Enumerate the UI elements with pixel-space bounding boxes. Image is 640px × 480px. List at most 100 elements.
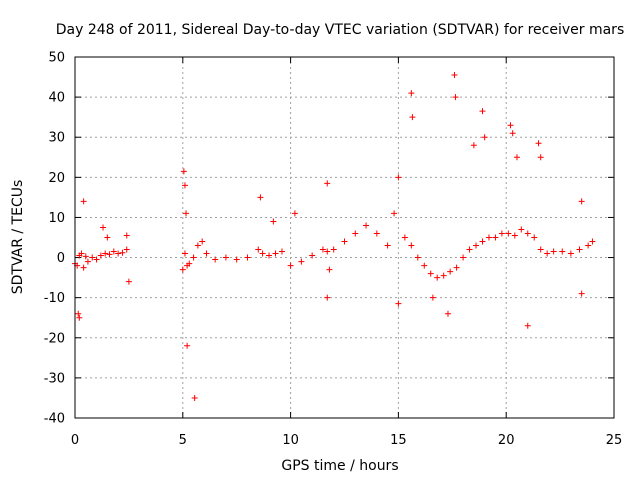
data-point bbox=[278, 248, 285, 255]
data-points bbox=[72, 72, 596, 401]
data-point bbox=[444, 310, 451, 317]
data-point bbox=[408, 242, 415, 249]
data-point bbox=[567, 250, 574, 257]
data-point bbox=[330, 246, 337, 253]
y-tick-label: 30 bbox=[48, 131, 65, 146]
data-point bbox=[434, 274, 441, 281]
data-point bbox=[75, 310, 82, 317]
data-point bbox=[319, 246, 326, 253]
y-tick-label: 0 bbox=[57, 251, 65, 266]
data-point bbox=[578, 198, 585, 205]
data-point bbox=[89, 254, 96, 261]
x-tick-label: 25 bbox=[606, 433, 623, 448]
data-point bbox=[550, 248, 557, 255]
data-point bbox=[507, 122, 514, 129]
data-point bbox=[104, 234, 111, 241]
data-point bbox=[326, 266, 333, 273]
data-point bbox=[524, 322, 531, 329]
x-tick-label: 5 bbox=[179, 433, 187, 448]
y-tick-label: -20 bbox=[44, 331, 65, 346]
data-point bbox=[559, 248, 566, 255]
data-point bbox=[80, 198, 87, 205]
data-point bbox=[460, 254, 467, 261]
data-point bbox=[183, 210, 190, 217]
data-point bbox=[513, 154, 520, 161]
data-point bbox=[395, 174, 402, 181]
data-point bbox=[324, 294, 331, 301]
data-point bbox=[363, 222, 370, 229]
data-point bbox=[509, 130, 516, 137]
x-axis-label: GPS time / hours bbox=[281, 458, 398, 474]
data-point bbox=[194, 242, 201, 249]
data-point bbox=[452, 94, 459, 101]
data-point bbox=[481, 134, 488, 141]
data-point bbox=[453, 264, 460, 271]
data-point bbox=[447, 268, 454, 275]
data-point bbox=[80, 264, 87, 271]
data-point bbox=[352, 230, 359, 237]
data-point bbox=[524, 230, 531, 237]
data-point bbox=[115, 250, 122, 257]
data-point bbox=[244, 254, 251, 261]
data-point bbox=[531, 234, 538, 241]
data-point bbox=[298, 258, 305, 265]
data-point bbox=[102, 250, 109, 257]
data-point bbox=[186, 260, 193, 267]
data-point bbox=[270, 218, 277, 225]
data-point bbox=[395, 300, 402, 307]
data-point bbox=[259, 250, 266, 257]
data-point bbox=[485, 234, 492, 241]
data-point bbox=[181, 250, 188, 257]
data-point bbox=[191, 394, 198, 401]
y-tick-label: 50 bbox=[48, 51, 65, 66]
data-point bbox=[100, 224, 107, 231]
data-point bbox=[287, 262, 294, 269]
y-tick-label: -40 bbox=[44, 412, 65, 427]
data-point bbox=[409, 114, 416, 121]
data-point bbox=[324, 248, 331, 255]
data-point bbox=[106, 251, 113, 258]
data-point bbox=[589, 238, 596, 245]
data-point bbox=[180, 168, 187, 175]
y-tick-label: 20 bbox=[48, 171, 65, 186]
data-point bbox=[479, 108, 486, 115]
data-point bbox=[93, 256, 100, 263]
data-point bbox=[401, 234, 408, 241]
tick-layer: 0 5 10 15 20 25 -40 -30 -20 -10 0 10 20 30 40 50 bbox=[44, 51, 623, 449]
data-point bbox=[76, 314, 83, 321]
plot-frame bbox=[74, 56, 615, 419]
data-point bbox=[212, 256, 219, 263]
data-point bbox=[123, 246, 130, 253]
data-point bbox=[179, 266, 186, 273]
data-point bbox=[535, 140, 542, 147]
data-point bbox=[84, 258, 91, 265]
data-point bbox=[408, 90, 415, 97]
data-point bbox=[544, 250, 551, 257]
grid-layer bbox=[75, 57, 614, 418]
data-point bbox=[470, 142, 477, 149]
data-point bbox=[451, 72, 458, 79]
data-point bbox=[233, 256, 240, 263]
y-tick-label: -30 bbox=[44, 371, 65, 386]
data-point bbox=[466, 246, 473, 253]
data-point bbox=[125, 278, 132, 285]
data-point bbox=[391, 210, 398, 217]
data-point bbox=[537, 246, 544, 253]
data-point bbox=[110, 248, 117, 255]
data-point bbox=[324, 180, 331, 187]
data-point bbox=[414, 254, 421, 261]
x-tick-label: 0 bbox=[71, 433, 79, 448]
data-point bbox=[440, 272, 447, 279]
y-tick-label: 40 bbox=[48, 91, 65, 106]
data-point bbox=[203, 250, 210, 257]
data-point bbox=[119, 249, 126, 256]
data-point bbox=[199, 238, 206, 245]
data-point bbox=[518, 226, 525, 233]
x-tick-label: 10 bbox=[282, 433, 299, 448]
data-point bbox=[341, 238, 348, 245]
data-point bbox=[479, 238, 486, 245]
data-point bbox=[266, 252, 273, 259]
data-point bbox=[184, 342, 191, 349]
